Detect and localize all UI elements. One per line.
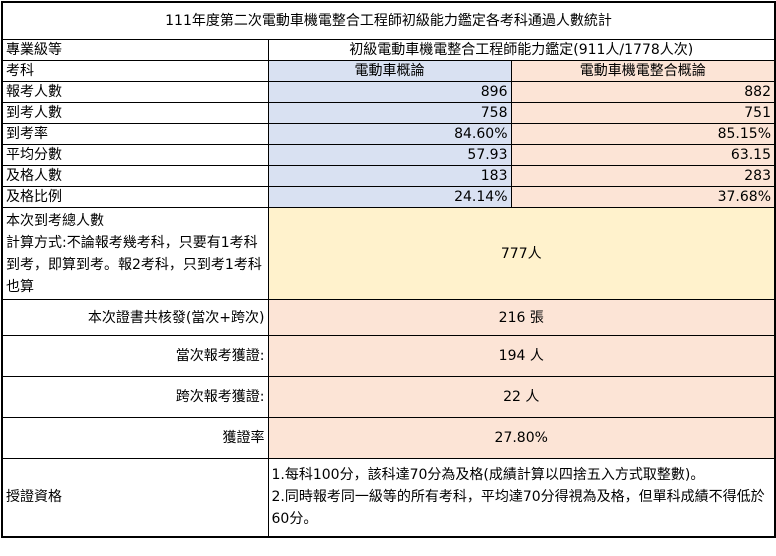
table-row: 報考人數 896 882 xyxy=(1,81,776,103)
level-value: 初級電動車機電整合工程師能力鑑定(911人/1778人次) xyxy=(267,39,776,61)
cell-value: 85.15% xyxy=(510,123,776,145)
summary-value: 22 人 xyxy=(267,376,776,418)
row-label: 到考人數 xyxy=(1,102,269,124)
cell-value: 896 xyxy=(267,81,512,103)
cell-value: 57.93 xyxy=(267,144,512,166)
cell-value: 183 xyxy=(267,165,512,187)
qualification-line-2: 2.同時報考同一級等的所有考科，平均達70分得視為及格，但單科成績不得低於60分… xyxy=(271,489,765,528)
row-label: 到考率 xyxy=(1,123,269,145)
subject-header-1: 電動車概論 xyxy=(267,60,512,82)
qualification-line-1: 1.每科100分，該科達70分為及格(成績計算以四捨五入方式取整數)。 xyxy=(271,467,705,484)
subject-label: 考科 xyxy=(1,60,269,82)
total-attendance-label: 本次到考總人數 xyxy=(6,212,104,229)
summary-label: 當次報考獲證: xyxy=(1,335,269,377)
row-label: 平均分數 xyxy=(1,144,269,166)
table-row: 到考率 84.60% 85.15% xyxy=(1,123,776,145)
qualification-row: 授證資格 1.每科100分，該科達70分為及格(成績計算以四捨五入方式取整數)。… xyxy=(1,458,776,537)
cell-value: 24.14% xyxy=(267,186,512,208)
cell-value: 63.15 xyxy=(510,144,776,166)
table-row: 及格比例 24.14% 37.68% xyxy=(1,186,776,208)
cell-value: 882 xyxy=(510,81,776,103)
summary-label: 獲證率 xyxy=(1,417,269,459)
cell-value: 758 xyxy=(267,102,512,124)
summary-value: 27.80% xyxy=(267,417,776,459)
table-row: 及格人數 183 283 xyxy=(1,165,776,187)
level-label: 專業級等 xyxy=(1,39,269,61)
summary-value: 194 人 xyxy=(267,335,776,377)
total-attendance-note: 計算方式:不論報考幾考科，只要有1考科到考，即算到考。報2考科，只到考1考科也算 xyxy=(6,234,262,295)
table-row: 到考人數 758 751 xyxy=(1,102,776,124)
total-attendance-label-cell: 本次到考總人數 計算方式:不論報考幾考科，只要有1考科到考，即算到考。報2考科，… xyxy=(1,207,269,300)
cell-value: 37.68% xyxy=(510,186,776,208)
total-attendance-value: 777人 xyxy=(267,207,776,300)
subject-header-2: 電動車機電整合概論 xyxy=(510,60,776,82)
summary-value: 216 張 xyxy=(267,299,776,336)
summary-label: 跨次報考獲證: xyxy=(1,376,269,418)
qualification-label: 授證資格 xyxy=(1,458,269,537)
row-label: 及格人數 xyxy=(1,165,269,187)
row-label: 報考人數 xyxy=(1,81,269,103)
summary-row: 本次證書共核發(當次+跨次) 216 張 xyxy=(1,299,776,336)
summary-row: 當次報考獲證: 194 人 xyxy=(1,335,776,377)
total-attendance-row: 本次到考總人數 計算方式:不論報考幾考科，只要有1考科到考，即算到考。報2考科，… xyxy=(1,207,776,300)
qualification-text: 1.每科100分，該科達70分為及格(成績計算以四捨五入方式取整數)。 2.同時… xyxy=(267,458,776,537)
summary-row: 獲證率 27.80% xyxy=(1,417,776,459)
cell-value: 283 xyxy=(510,165,776,187)
cell-value: 84.60% xyxy=(267,123,512,145)
summary-row: 跨次報考獲證: 22 人 xyxy=(1,376,776,418)
summary-label: 本次證書共核發(當次+跨次) xyxy=(1,299,269,336)
certification-stats-table: 111年度第二次電動車機電整合工程師初級能力鑑定各考科通過人數統計 專業級等 初… xyxy=(1,1,776,538)
table-title: 111年度第二次電動車機電整合工程師初級能力鑑定各考科通過人數統計 xyxy=(1,1,776,40)
table-row: 平均分數 57.93 63.15 xyxy=(1,144,776,166)
row-label: 及格比例 xyxy=(1,186,269,208)
cell-value: 751 xyxy=(510,102,776,124)
